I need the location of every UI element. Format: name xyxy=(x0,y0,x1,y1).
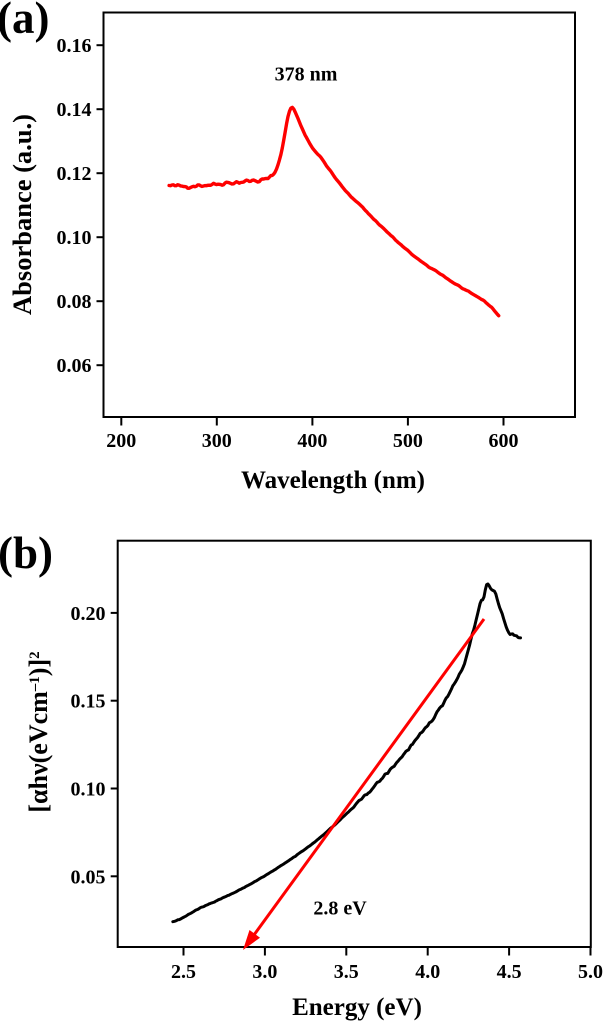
svg-text:400: 400 xyxy=(297,430,327,452)
svg-text:Absorbance (a.u.): Absorbance (a.u.) xyxy=(7,114,37,315)
svg-text:0.10: 0.10 xyxy=(71,779,106,801)
svg-text:(a): (a) xyxy=(0,0,49,43)
svg-text:Wavelength (nm): Wavelength (nm) xyxy=(241,467,425,494)
svg-text:(b): (b) xyxy=(0,528,53,578)
svg-text:0.08: 0.08 xyxy=(57,291,92,313)
svg-text:500: 500 xyxy=(393,430,423,452)
svg-text:2.5: 2.5 xyxy=(171,961,196,983)
svg-text:600: 600 xyxy=(489,430,519,452)
svg-text:0.16: 0.16 xyxy=(57,35,92,57)
svg-text:4.5: 4.5 xyxy=(497,961,522,983)
svg-text:0.06: 0.06 xyxy=(57,355,92,377)
svg-text:0.05: 0.05 xyxy=(71,866,106,888)
svg-text:0.12: 0.12 xyxy=(57,163,92,185)
svg-text:0.15: 0.15 xyxy=(71,691,106,713)
svg-text:Energy (eV): Energy (eV) xyxy=(292,994,422,1021)
svg-text:0.20: 0.20 xyxy=(71,603,106,625)
svg-text:378 nm: 378 nm xyxy=(275,64,338,86)
svg-text:0.14: 0.14 xyxy=(57,99,92,121)
svg-text:4.0: 4.0 xyxy=(415,961,440,983)
svg-text:300: 300 xyxy=(202,430,232,452)
svg-text:200: 200 xyxy=(106,430,136,452)
svg-text:2.8 eV: 2.8 eV xyxy=(313,898,367,920)
svg-text:5.0: 5.0 xyxy=(578,961,603,983)
svg-text:3.5: 3.5 xyxy=(334,961,359,983)
svg-text:[αhν(eVcm–1)]2: [αhν(eVcm–1)]2 xyxy=(24,651,53,812)
svg-text:3.0: 3.0 xyxy=(252,961,277,983)
svg-text:0.10: 0.10 xyxy=(57,227,92,249)
